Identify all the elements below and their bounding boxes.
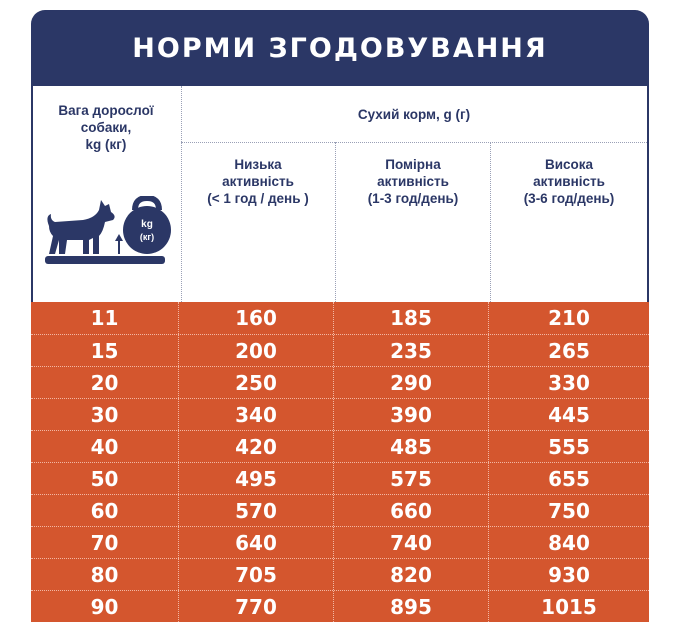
table-body: 11 160 185 210 15 200 235 265 20 250 290 330 30 340 39… — [31, 302, 649, 622]
activity-header-low: Низька активність (< 1 год / день ) — [181, 142, 336, 302]
moderate-activity-cell: 575 — [334, 463, 489, 494]
moderate-activity-cell: 820 — [334, 559, 489, 590]
low-activity-cell: 705 — [179, 559, 334, 590]
weight-cell: 11 — [31, 302, 179, 334]
activity-line: Низька — [234, 157, 282, 172]
dry-food-header: Сухий корм, g (г) — [181, 86, 647, 143]
moderate-activity-cell: 185 — [334, 302, 489, 334]
kettlebell-label: kg — [141, 219, 153, 230]
activity-line: (3-6 год/день) — [523, 191, 615, 206]
table-row: 90 770 895 1015 — [31, 590, 649, 622]
table-row: 15 200 235 265 — [31, 334, 649, 366]
weight-cell: 15 — [31, 335, 179, 366]
weight-column-header: Вага дорослої собаки, kg (кг) — [33, 86, 182, 302]
low-activity-cell: 160 — [179, 302, 334, 334]
moderate-activity-cell: 485 — [334, 431, 489, 462]
moderate-activity-cell: 235 — [334, 335, 489, 366]
table-row: 60 570 660 750 — [31, 494, 649, 526]
high-activity-cell: 840 — [548, 530, 590, 555]
dog-icon — [47, 200, 115, 254]
activity-line: активність — [377, 174, 449, 189]
arrow-up-icon — [115, 234, 123, 254]
weight-cell: 30 — [31, 399, 179, 430]
moderate-activity-cell: 740 — [334, 527, 489, 558]
low-activity-cell: 200 — [179, 335, 334, 366]
moderate-activity-cell: 895 — [334, 591, 489, 622]
weight-cell: 40 — [31, 431, 179, 462]
weight-label-line: Вага дорослої — [58, 103, 154, 118]
high-activity-cell: 445 — [548, 402, 590, 427]
high-activity-cell: 655 — [548, 466, 590, 491]
table-row: 80 705 820 930 — [31, 558, 649, 590]
table-row: 11 160 185 210 — [31, 302, 649, 334]
moderate-activity-cell: 390 — [334, 399, 489, 430]
activity-line: (1-3 год/день) — [367, 191, 459, 206]
table-row: 40 420 485 555 — [31, 430, 649, 462]
weight-label-line: kg (кг) — [85, 137, 127, 152]
moderate-activity-cell: 290 — [334, 367, 489, 398]
moderate-activity-cell: 660 — [334, 495, 489, 526]
weight-cell: 20 — [31, 367, 179, 398]
table-header: Вага дорослої собаки, kg (кг) — [31, 86, 649, 302]
low-activity-cell: 250 — [179, 367, 334, 398]
scale-platform-icon — [45, 256, 165, 264]
weight-cell: 80 — [31, 559, 179, 590]
weight-cell: 90 — [31, 591, 179, 622]
high-activity-cell: 555 — [548, 434, 590, 459]
kettlebell-icon: kg (кг) — [123, 196, 171, 254]
activity-line: активність — [533, 174, 605, 189]
high-activity-cell: 930 — [548, 562, 590, 587]
table-row: 50 495 575 655 — [31, 462, 649, 494]
high-activity-cell: 750 — [548, 498, 590, 523]
feeding-table: НОРМИ ЗГОДОВУВАННЯ Вага дорослої собаки,… — [31, 10, 649, 622]
table-row: 20 250 290 330 — [31, 366, 649, 398]
high-activity-cell: 330 — [548, 370, 590, 395]
activity-line: активність — [222, 174, 294, 189]
title-bar: НОРМИ ЗГОДОВУВАННЯ — [31, 10, 649, 86]
weight-label-line: собаки, — [80, 120, 132, 135]
page-title: НОРМИ ЗГОДОВУВАННЯ — [132, 32, 548, 64]
weight-cell: 50 — [31, 463, 179, 494]
low-activity-cell: 340 — [179, 399, 334, 430]
activity-line: Помірна — [385, 157, 441, 172]
low-activity-cell: 640 — [179, 527, 334, 558]
high-activity-cell: 1015 — [541, 594, 597, 619]
high-activity-cell: 210 — [548, 306, 590, 330]
high-activity-cell: 265 — [548, 338, 590, 363]
low-activity-cell: 495 — [179, 463, 334, 494]
weight-cell: 70 — [31, 527, 179, 558]
low-activity-cell: 420 — [179, 431, 334, 462]
low-activity-cell: 770 — [179, 591, 334, 622]
table-row: 30 340 390 445 — [31, 398, 649, 430]
dog-on-scale-illustration: kg (кг) — [45, 196, 171, 264]
weight-cell: 60 — [31, 495, 179, 526]
activity-line: Висока — [544, 157, 594, 172]
table-row: 70 640 740 840 — [31, 526, 649, 558]
kettlebell-label: (кг) — [140, 232, 154, 242]
activity-header-moderate: Помірна активність (1-3 год/день) — [336, 142, 491, 302]
activity-header-high: Висока активність (3-6 год/день) — [491, 142, 647, 302]
weight-label: Вага дорослої собаки, kg (кг) — [33, 102, 179, 153]
low-activity-cell: 570 — [179, 495, 334, 526]
activity-line: (< 1 год / день ) — [207, 191, 309, 206]
